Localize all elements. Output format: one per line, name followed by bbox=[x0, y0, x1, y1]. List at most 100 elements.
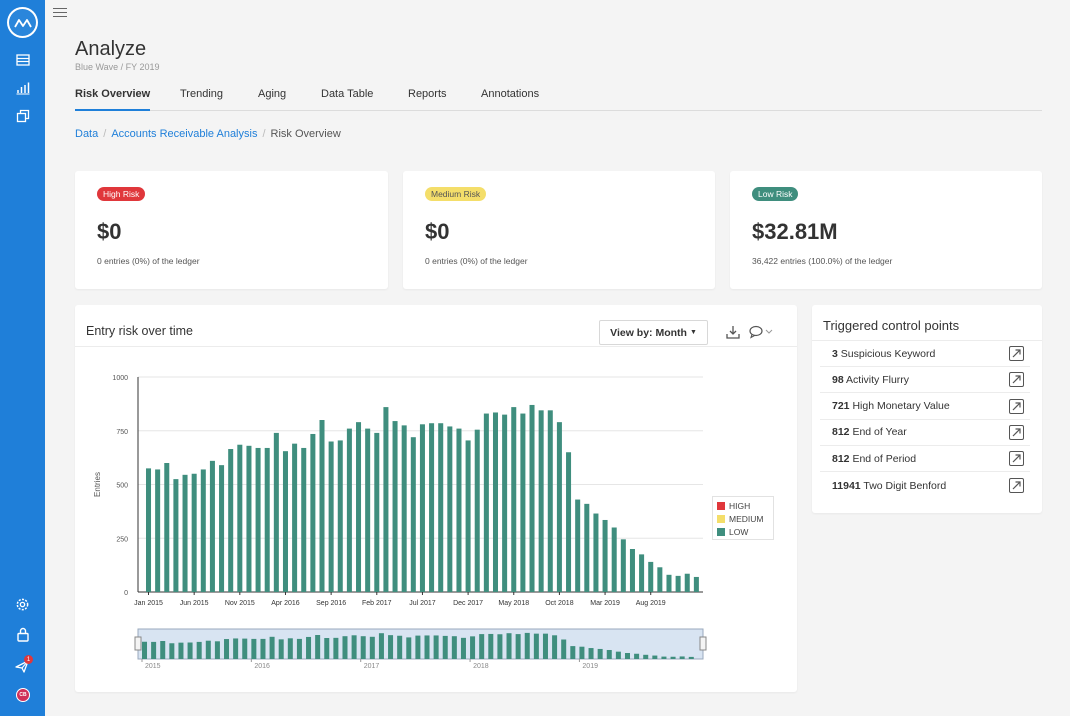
chart-bar bbox=[282, 451, 288, 592]
high-risk-card[interactable]: High Risk $0 0 entries (0%) of the ledge… bbox=[75, 171, 388, 289]
legend-medium[interactable]: MEDIUM bbox=[717, 512, 769, 525]
navigator-handle bbox=[134, 636, 142, 651]
logo-inner bbox=[9, 9, 36, 36]
external-link-icon[interactable] bbox=[1009, 372, 1024, 388]
breadcrumb-data[interactable]: Data bbox=[75, 128, 99, 140]
lock-icon[interactable] bbox=[13, 625, 32, 644]
control-point-row: 812 End of Year bbox=[820, 420, 1030, 446]
bar-chart: 0 250 500 750 1000 Entries Jan 2015 Jun 2015 Nov… bbox=[93, 375, 707, 670]
logo-icon[interactable] bbox=[7, 7, 38, 38]
navigator-bar bbox=[233, 638, 239, 659]
high-risk-description: 0 entries (0%) of the ledger bbox=[97, 256, 200, 266]
control-point-name: Activity Flurry bbox=[846, 373, 910, 386]
navigator-bar bbox=[324, 638, 330, 659]
tab-bar: Risk Overview Trending Aging Data Table … bbox=[75, 88, 1042, 111]
breadcrumb: Data / Accounts Receivable Analysis / Risk O… bbox=[75, 128, 341, 140]
control-point-name: End of Period bbox=[852, 452, 917, 465]
navigator-bar bbox=[624, 653, 630, 659]
control-point-count: 812 bbox=[832, 426, 850, 439]
control-point-label: 98 Activity Flurry bbox=[820, 374, 1009, 386]
control-point-label: 812 End of Period bbox=[820, 453, 1009, 465]
y-tick-label: 0 bbox=[124, 590, 128, 597]
navigator-bar bbox=[360, 636, 366, 659]
navigator-bar bbox=[488, 633, 494, 659]
navigator-bar bbox=[479, 634, 485, 659]
navigator-bar bbox=[214, 641, 220, 659]
chart-bar bbox=[693, 576, 699, 592]
control-point-label: 721 High Monetary Value bbox=[820, 400, 1009, 412]
navigator-year-label: 2017 bbox=[364, 663, 380, 670]
comment-icon[interactable] bbox=[748, 324, 776, 340]
navigator-bar bbox=[515, 634, 521, 659]
navigator-bar bbox=[369, 636, 375, 659]
breadcrumb-accounts-receivable[interactable]: Accounts Receivable Analysis bbox=[111, 128, 258, 140]
y-tick-label: 750 bbox=[116, 429, 128, 436]
chart-bar bbox=[666, 574, 672, 592]
tab-annotations[interactable]: Annotations bbox=[481, 88, 540, 100]
control-point-count: 11941 bbox=[832, 479, 861, 492]
control-point-label: 3 Suspicious Keyword bbox=[820, 348, 1009, 360]
tab-trending[interactable]: Trending bbox=[180, 88, 224, 100]
y-tick-label: 1000 bbox=[112, 375, 128, 382]
chart-bar bbox=[611, 527, 617, 592]
copy-icon[interactable] bbox=[13, 106, 32, 125]
navigator-bar bbox=[205, 640, 211, 659]
external-link-icon[interactable] bbox=[1009, 451, 1024, 467]
external-link-icon[interactable] bbox=[1009, 478, 1024, 493]
analyze-icon[interactable] bbox=[13, 78, 32, 97]
navigator-bar bbox=[497, 634, 503, 659]
tab-data-table[interactable]: Data Table bbox=[321, 88, 374, 100]
navigator-year-label: 2015 bbox=[145, 663, 161, 670]
navigator-bar bbox=[296, 638, 302, 659]
chart-bar bbox=[356, 422, 362, 592]
navigator-bar bbox=[333, 637, 339, 659]
chart-bar bbox=[200, 469, 206, 592]
legend-high[interactable]: HIGH bbox=[717, 499, 769, 512]
navigator-bar bbox=[196, 641, 202, 659]
navigator-bar bbox=[643, 654, 649, 659]
y-tick-label: 250 bbox=[116, 536, 128, 543]
external-link-icon[interactable] bbox=[1009, 346, 1024, 361]
navigator-bar bbox=[151, 641, 157, 659]
x-tick-label: Mar 2019 bbox=[590, 600, 620, 607]
chart-bar bbox=[337, 440, 343, 592]
chart-bar bbox=[456, 428, 462, 592]
data-icon[interactable] bbox=[13, 50, 32, 69]
menu-icon[interactable] bbox=[53, 5, 67, 19]
view-by-dropdown[interactable]: View by: Month ▼ bbox=[599, 320, 708, 345]
chart-title: Entry risk over time bbox=[86, 324, 193, 338]
medium-risk-amount: $0 bbox=[425, 219, 450, 244]
legend-low[interactable]: LOW bbox=[717, 525, 769, 538]
x-tick-label: Sep 2016 bbox=[316, 600, 346, 607]
external-link-icon[interactable] bbox=[1009, 424, 1024, 440]
high-risk-amount: $0 bbox=[97, 219, 122, 244]
tab-aging[interactable]: Aging bbox=[258, 88, 287, 100]
tab-risk-overview[interactable]: Risk Overview bbox=[75, 88, 151, 111]
logo-mark-icon bbox=[13, 18, 32, 27]
avatar[interactable]: CB bbox=[16, 688, 30, 702]
settings-icon[interactable] bbox=[13, 595, 32, 614]
caret-down-icon: ▼ bbox=[689, 329, 697, 336]
x-tick-label: Feb 2017 bbox=[362, 600, 392, 607]
control-point-row: 721 High Monetary Value bbox=[820, 394, 1030, 420]
medium-risk-card[interactable]: Medium Risk $0 0 entries (0%) of the led… bbox=[403, 171, 715, 289]
chart-bar bbox=[584, 503, 590, 592]
chart-bar bbox=[438, 423, 444, 592]
navigator-bar bbox=[388, 635, 394, 659]
download-icon[interactable] bbox=[725, 324, 741, 340]
control-point-row: 812 End of Period bbox=[820, 446, 1030, 473]
chart-bar bbox=[301, 447, 307, 592]
navigator-bar bbox=[397, 635, 403, 659]
tab-reports[interactable]: Reports bbox=[408, 88, 447, 100]
navigator-bar bbox=[442, 635, 448, 659]
x-tick-label: Jan 2015 bbox=[134, 600, 163, 607]
chart-bar bbox=[182, 474, 188, 592]
legend-medium-label: MEDIUM bbox=[729, 513, 764, 524]
navigator-bar bbox=[224, 639, 230, 659]
control-point-name: High Monetary Value bbox=[852, 400, 950, 413]
external-link-icon[interactable] bbox=[1009, 398, 1024, 414]
legend-medium-swatch bbox=[717, 514, 725, 523]
chart-bar bbox=[529, 404, 535, 592]
low-risk-card[interactable]: Low Risk $32.81M 36,422 entries (100.0%)… bbox=[730, 171, 1042, 289]
chart-bar bbox=[602, 519, 608, 592]
